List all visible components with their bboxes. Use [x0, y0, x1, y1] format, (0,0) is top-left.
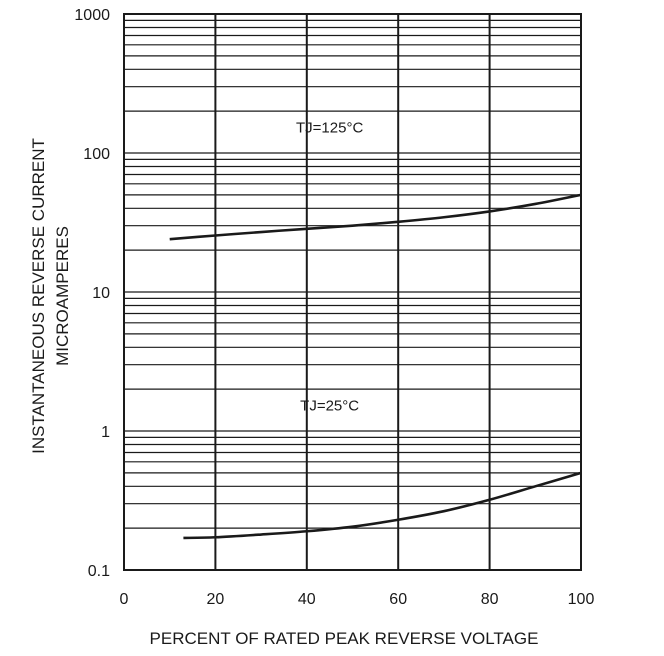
y-tick-label: 1000	[74, 7, 110, 24]
series-2-line	[183, 471, 582, 540]
y-tick-label: 0.1	[88, 563, 110, 580]
grid	[123, 13, 582, 571]
x-tick-label: 0	[120, 591, 129, 608]
x-tick-label: 60	[389, 591, 407, 608]
curve-annotation-1: TJ=125°C	[296, 120, 363, 137]
y-tick-label: 100	[83, 146, 110, 163]
curve-annotation-2: TJ=25°C	[300, 398, 359, 415]
y-tick-label: 1	[101, 424, 110, 441]
x-tick-label: 100	[568, 591, 595, 608]
curves	[169, 193, 582, 540]
y-tick-label: 10	[92, 285, 110, 302]
labels: 0 20 40 60 80 100 0.1 1 10 100 1000 TJ=125°C TJ=25°C	[74, 7, 594, 608]
x-tick-label: 80	[481, 591, 499, 608]
x-axis-title: PERCENT OF RATED PEAK REVERSE VOLTAGE	[150, 629, 539, 648]
x-tick-label: 40	[298, 591, 316, 608]
y-axis-title-line-2: MICROAMPERES	[53, 226, 72, 366]
y-axis-title-line-1: INSTANTANEOUS REVERSE CURRENT	[29, 138, 48, 454]
plot-frame	[123, 13, 582, 571]
x-tick-label: 20	[207, 591, 225, 608]
series-1-line	[169, 193, 582, 241]
